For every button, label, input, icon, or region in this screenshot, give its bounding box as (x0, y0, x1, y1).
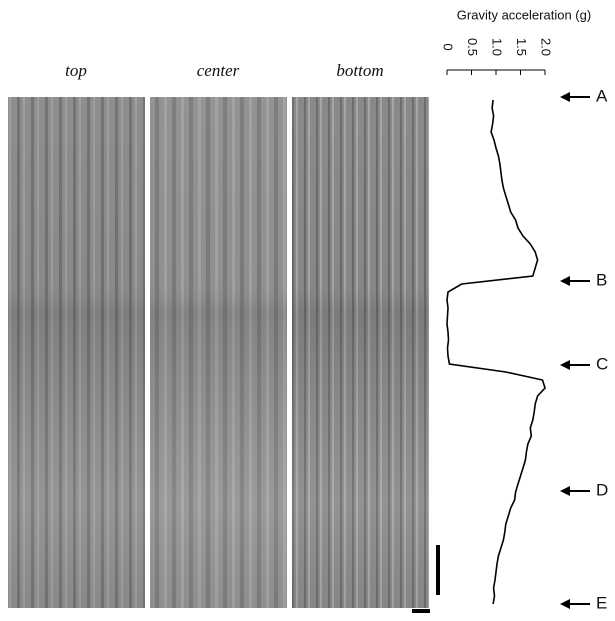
x-tick-label: 0 (441, 43, 456, 50)
arrow-head (560, 92, 570, 102)
panel-label: top (65, 61, 87, 80)
x-tick-label: 1.5 (514, 38, 529, 56)
kymograph-shade (150, 97, 287, 608)
annotation: C (596, 354, 608, 373)
arrow-head (560, 599, 570, 609)
panel-label: bottom (336, 61, 383, 80)
annotation: D (596, 480, 608, 499)
arrow-head (560, 486, 570, 496)
annotation: E (596, 593, 607, 612)
axis-title: Gravity acceleration (g) (457, 7, 591, 22)
x-tick-label: 1.0 (490, 38, 505, 56)
x-tick-label: 2.0 (539, 38, 554, 56)
panel-label: center (197, 61, 240, 80)
kymograph-shade (292, 97, 429, 608)
annotation: A (596, 86, 608, 105)
annotation: B (596, 270, 607, 289)
arrow-head (560, 276, 570, 286)
x-tick-label: 0.5 (465, 38, 480, 56)
arrow-head (560, 360, 570, 370)
kymograph-shade (8, 97, 145, 608)
gravity-trace (446, 99, 546, 605)
